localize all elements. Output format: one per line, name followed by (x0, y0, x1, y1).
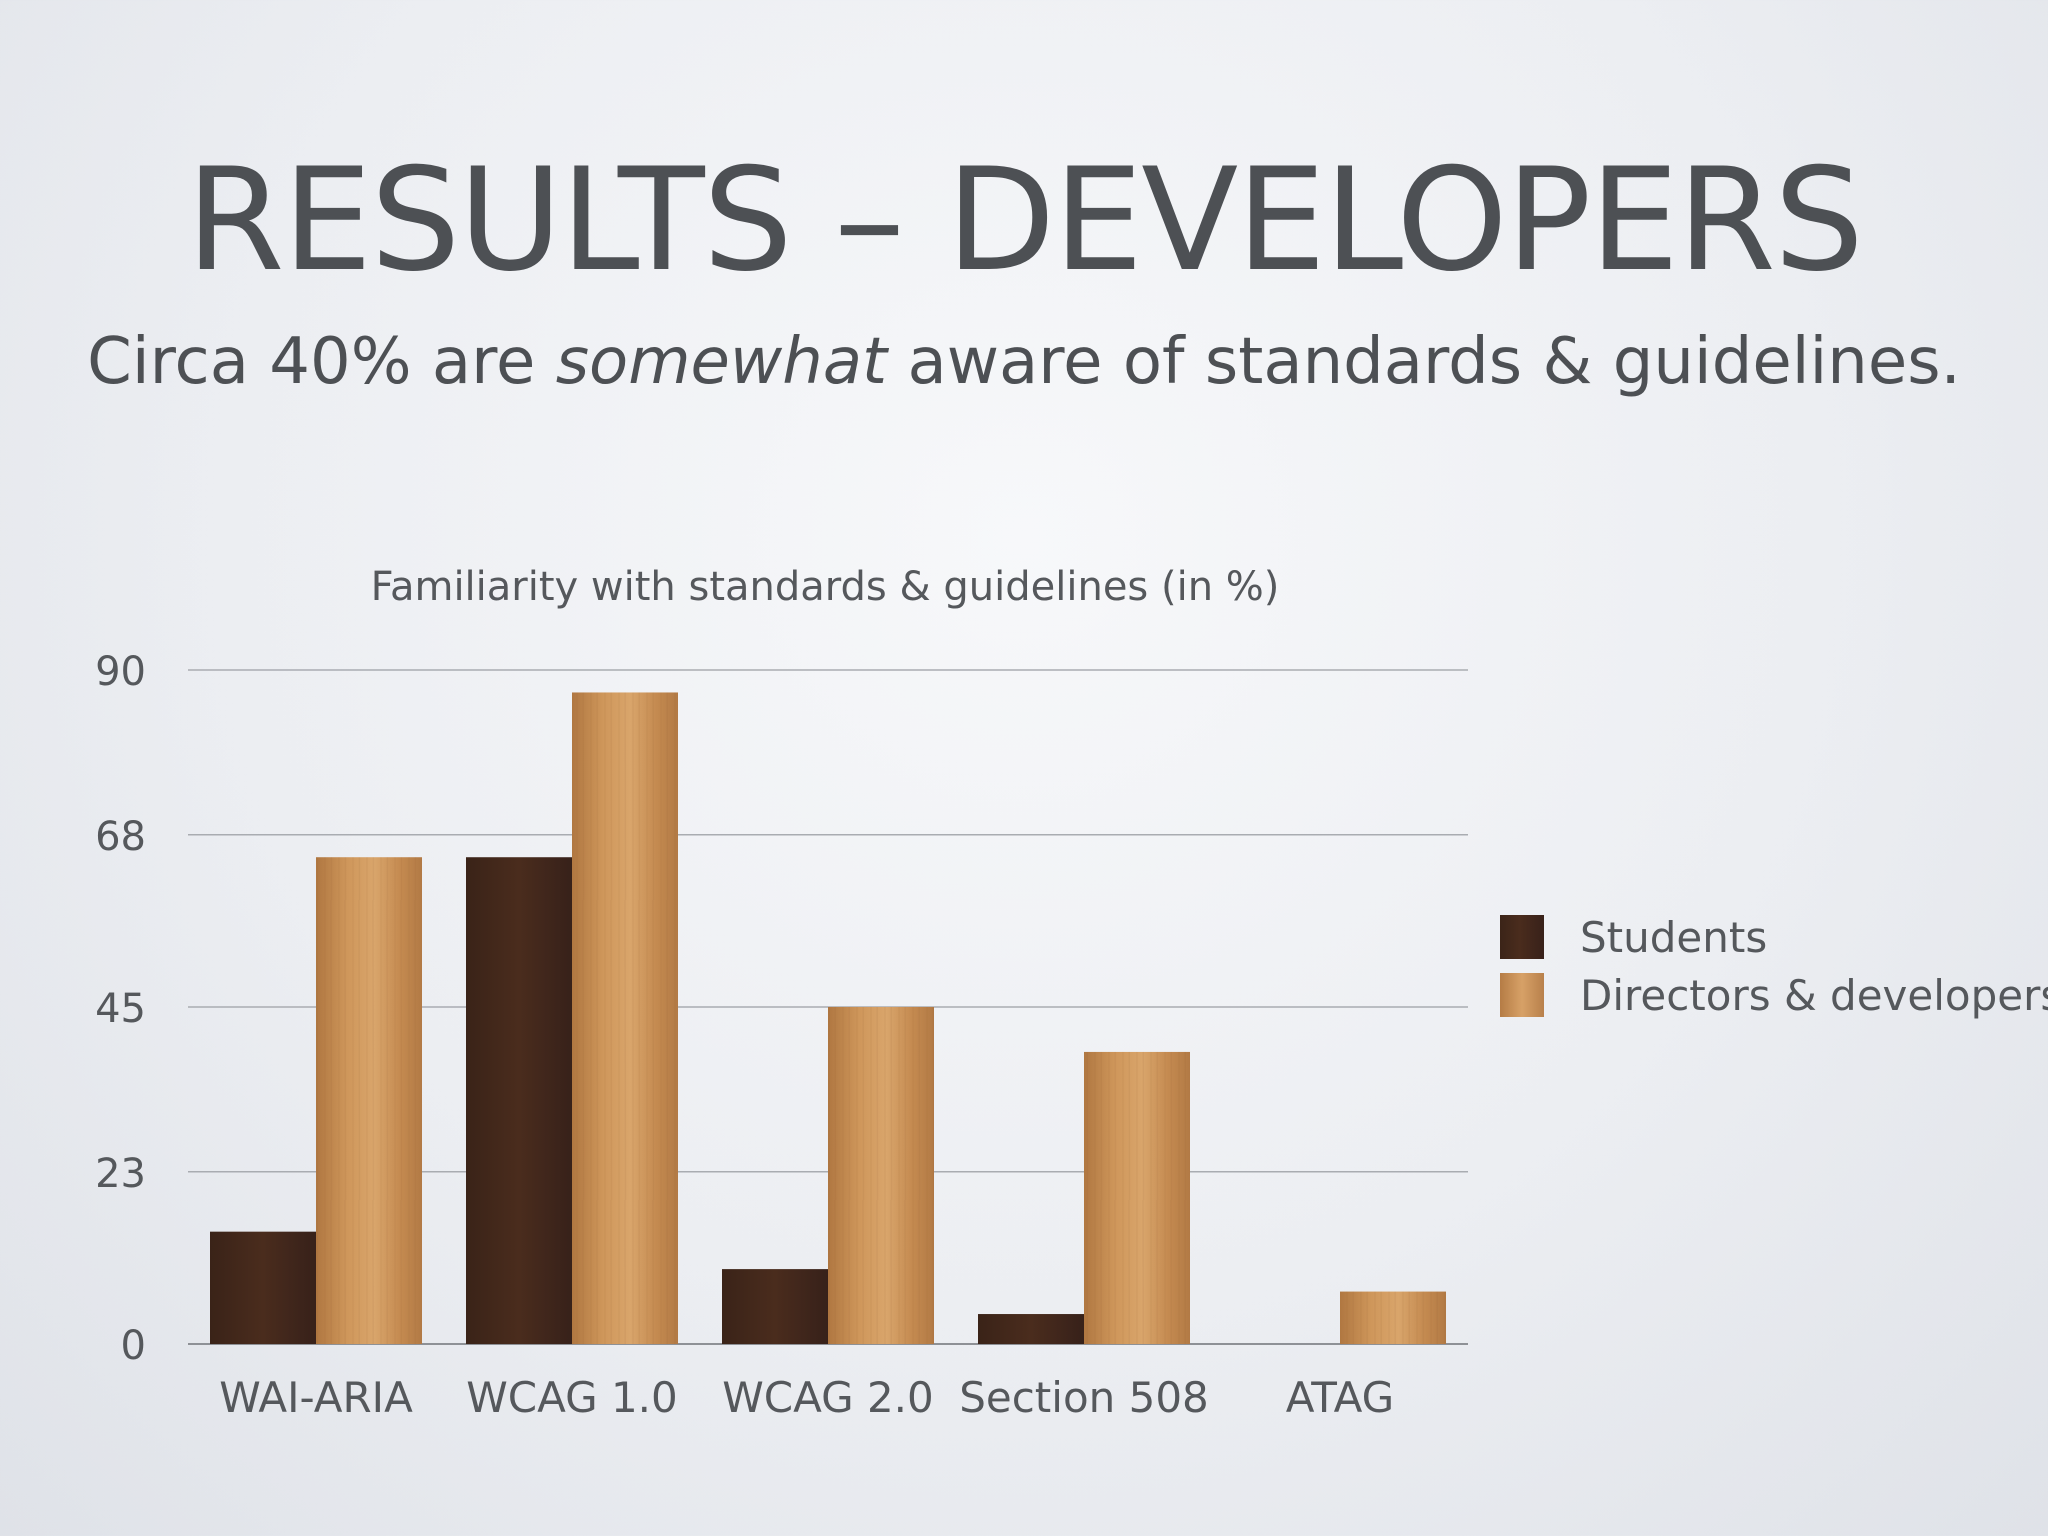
x-tick-label-section-508: Section 508 (959, 1373, 1209, 1422)
y-tick-label-68: 68 (95, 814, 146, 860)
subtitle-text-before: Circa 40% are (87, 325, 556, 399)
chart-title: Familiarity with standards & guidelines … (371, 564, 1280, 610)
slide-subtitle: Circa 40% are somewhat aware of standard… (0, 330, 2048, 394)
legend-label-directors-developers: Directors & developers (1580, 970, 2048, 1020)
x-tick-label-atag: ATAG (1286, 1373, 1394, 1422)
x-axis-tick-labels: WAI-ARIA WCAG 1.0 WCAG 2.0 Section 508 ATAG (219, 1373, 1394, 1422)
bar-students-wcag-2-0 (722, 1269, 828, 1344)
bar-grain-texture (572, 692, 678, 1344)
y-tick-label-90: 90 (95, 649, 146, 695)
chart-legend: Students Directors & developers (1500, 908, 2048, 1024)
y-axis-tick-labels: 0 23 45 68 90 (95, 649, 146, 1369)
subtitle-emphasis: somewhat (555, 325, 888, 399)
legend-item-students: Students (1500, 908, 2048, 966)
bar-students-wai-aria (210, 1231, 316, 1344)
x-tick-label-wcag-2-0: WCAG 2.0 (722, 1373, 934, 1422)
bar-grain-texture (828, 1007, 934, 1344)
subtitle-text-after: aware of standards & guidelines. (887, 325, 1961, 399)
bar-grain-texture (1340, 1291, 1446, 1344)
y-tick-label-0: 0 (121, 1323, 146, 1369)
legend-item-directors-developers: Directors & developers (1500, 966, 2048, 1024)
x-tick-label-wai-aria: WAI-ARIA (219, 1373, 413, 1422)
legend-swatch-directors-developers (1500, 973, 1544, 1017)
x-tick-label-wcag-1-0: WCAG 1.0 (466, 1373, 678, 1422)
y-tick-label-45: 45 (95, 986, 146, 1032)
legend-swatch-students (1500, 915, 1544, 959)
bar-grain-texture (1084, 1051, 1190, 1344)
legend-label-students: Students (1580, 912, 1768, 962)
bar-grain-texture (316, 857, 422, 1344)
bar-students-section-508 (978, 1314, 1084, 1344)
slide-title: RESULTS – DEVELOPERS (185, 138, 1864, 303)
bar-students-wcag-1-0 (466, 857, 572, 1344)
bars (210, 692, 1446, 1344)
y-tick-label-23: 23 (95, 1151, 146, 1197)
